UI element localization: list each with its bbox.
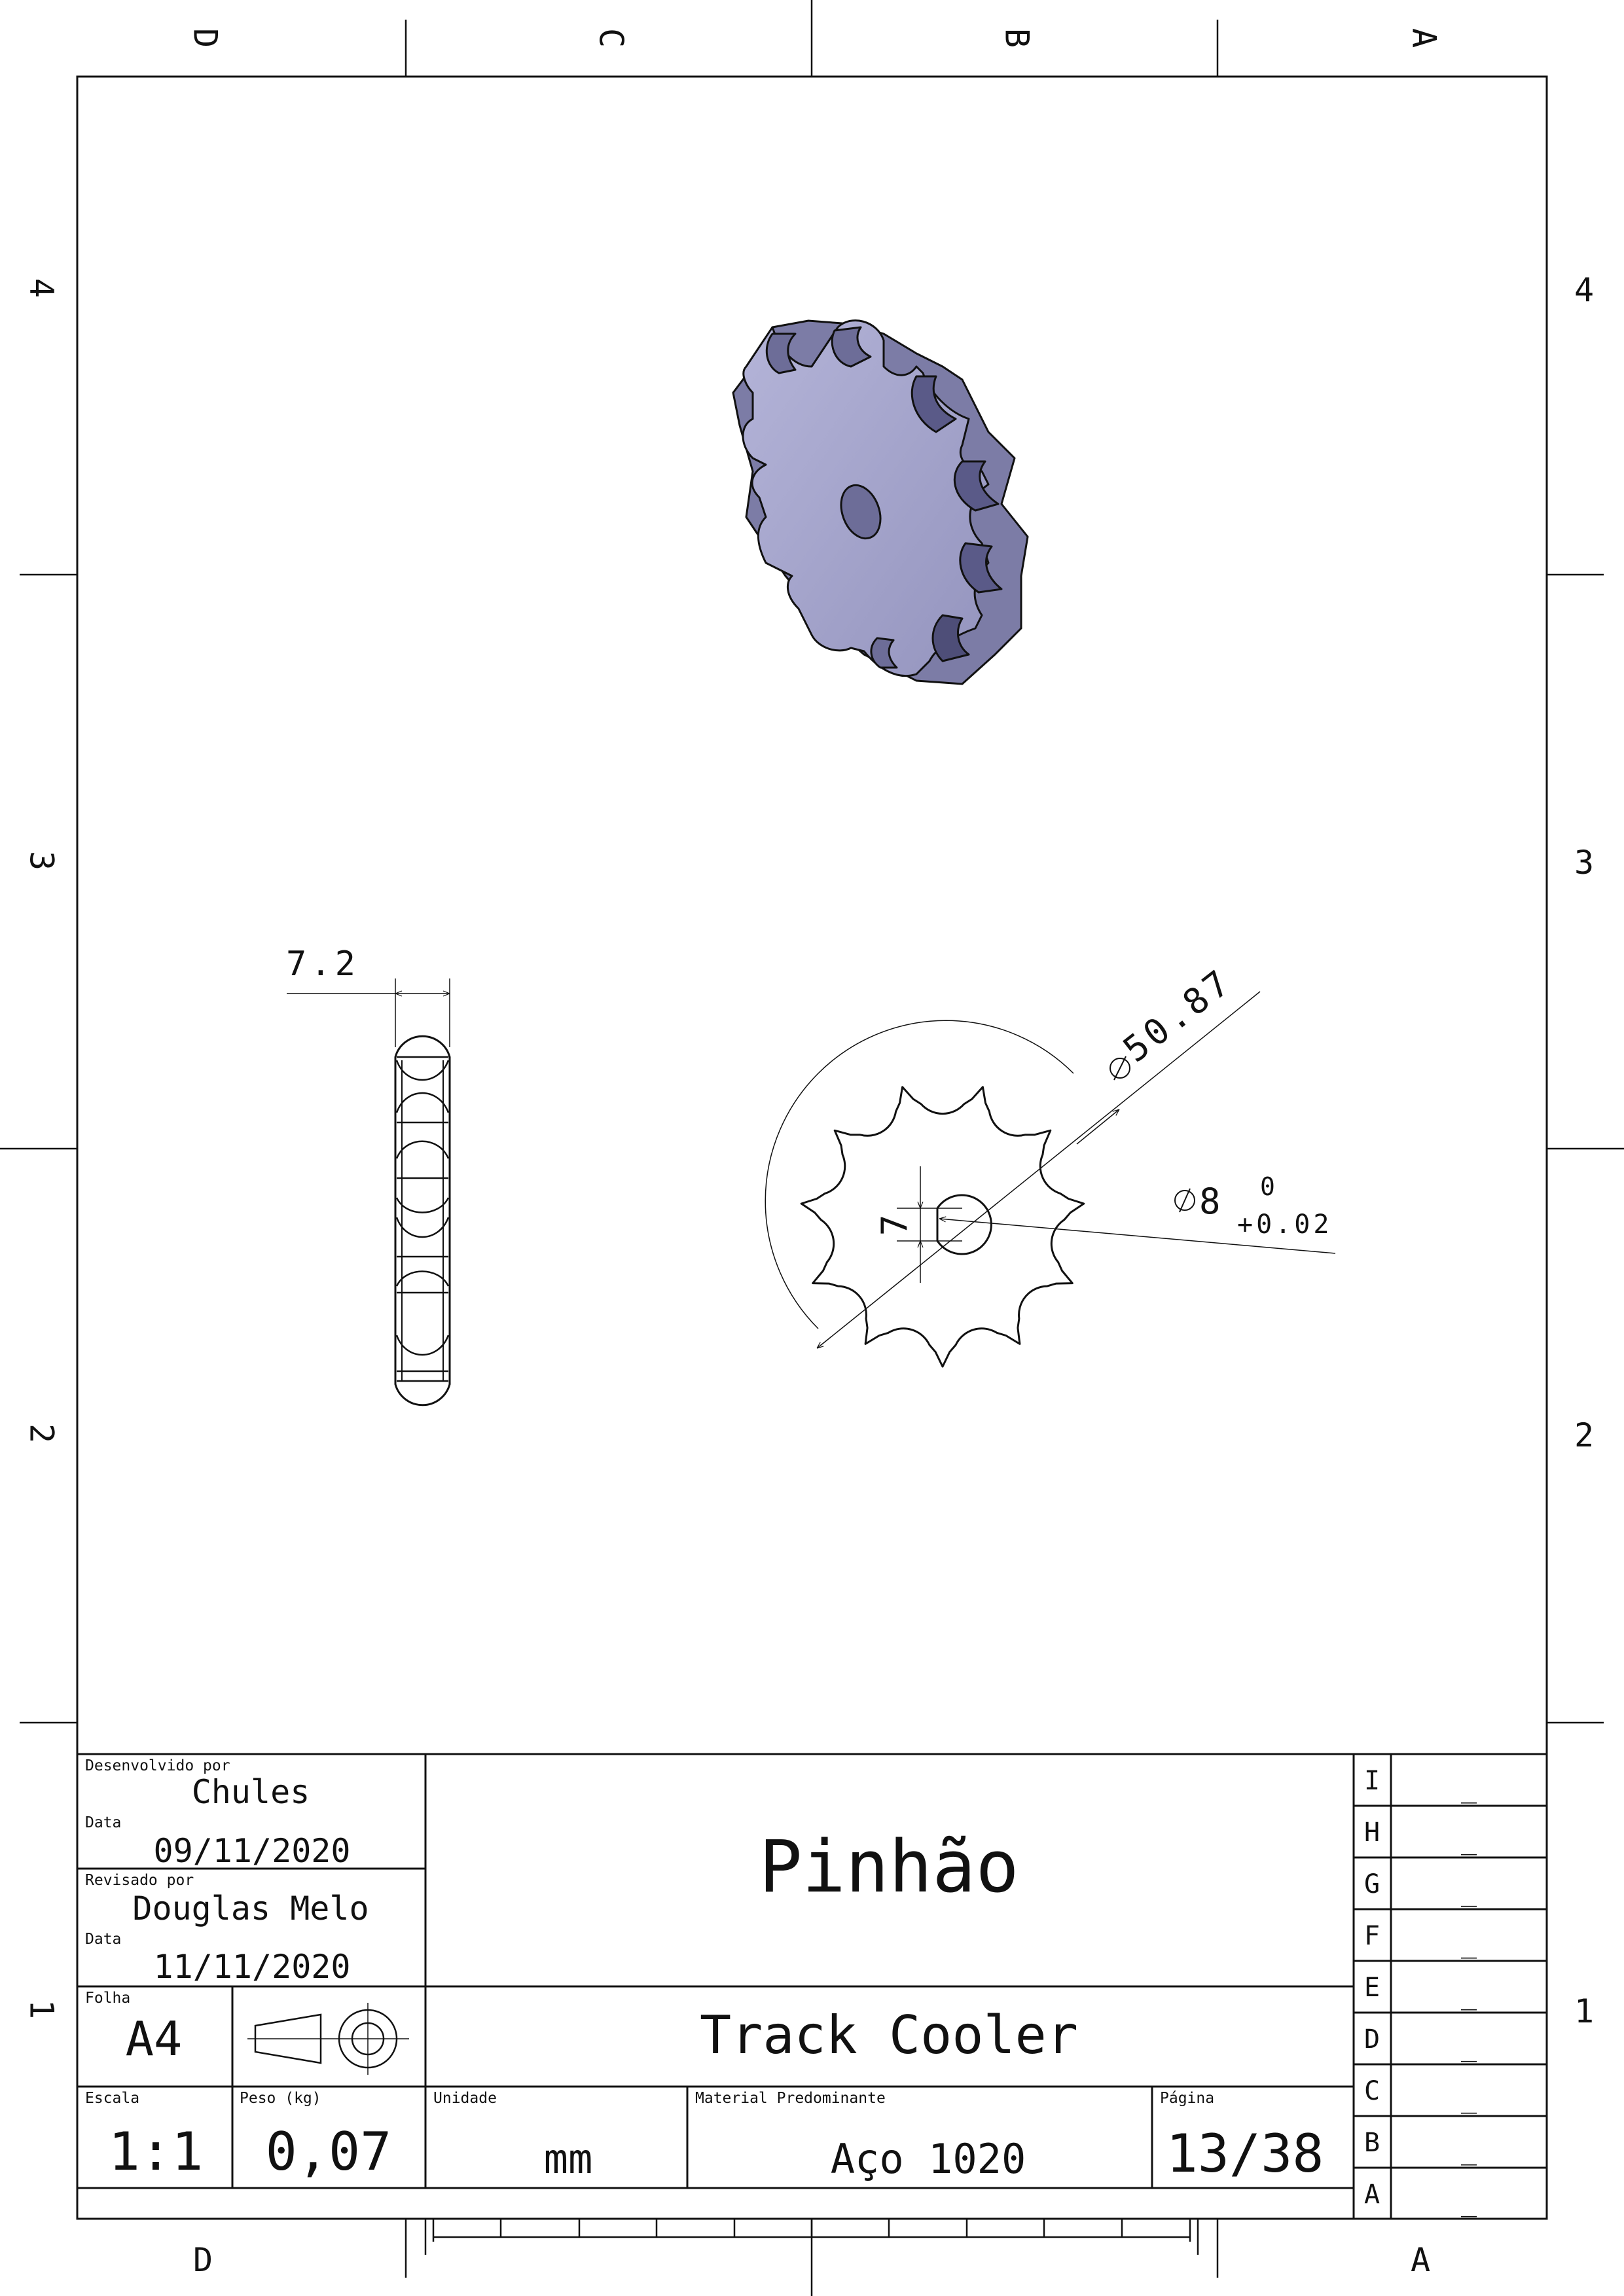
revision-letter: H [1364,1818,1380,1848]
zone-label-left-2: 2 [23,1424,61,1443]
zone-label-right-4: 4 [1574,271,1594,309]
revision-letter: F [1364,1921,1380,1951]
dim-thickness: 7.2 [286,944,359,984]
revision-table: I _ H _ G _ F _ E _ D _ C _ B _ A _ [1364,1766,1477,2217]
addendum-arc [765,1020,1074,1329]
revision-value: _ [1461,1929,1477,1959]
dim-outer-diameter: 50.87 [1115,960,1240,1070]
zone-label-top-b: B [998,28,1036,48]
drawing-title: Pinhão [759,1825,1019,1909]
iso-cup-3 [911,375,957,433]
title-block-text: Desenvolvido por Chules Data 09/11/2020 … [85,1757,1324,2184]
material-label: Material Predominante [695,2090,886,2107]
revision-value: _ [1461,2136,1477,2166]
weight-label: Peso (kg) [240,2090,321,2107]
zone-label-top-d: D [187,28,225,48]
front-view [765,991,1336,1368]
date1-label: Data [85,1814,121,1831]
iso-cup-1 [765,332,797,374]
zone-label-left-3: 3 [23,851,61,870]
project-name: Track Cooler [700,2005,1078,2066]
revision-value: _ [1461,2032,1477,2062]
dim-bore-tol-lower: +0.02 [1237,1210,1332,1240]
dim-bore-tol-upper: 0 [1260,1172,1275,1201]
material-value: Aço 1020 [831,2135,1026,2183]
zone-label-right-1: 1 [1574,1992,1594,2030]
revision-value: _ [1461,1774,1477,1804]
page-label: Página [1160,2090,1214,2107]
revision-value: _ [1461,2187,1477,2217]
weight-value: 0,07 [266,2121,392,2182]
scale-value: 1:1 [109,2121,204,2182]
revision-value: _ [1461,1981,1477,2011]
reviewed-by-value: Douglas Melo [132,1890,369,1928]
revision-value: _ [1461,1877,1477,1907]
iso-cup-5 [959,542,1003,594]
revision-letter: E [1364,1973,1380,2003]
unit-value: mm [544,2135,593,2183]
scale-bar [424,2219,1199,2255]
date2-value: 11/11/2020 [153,1948,350,1986]
revision-letter: C [1364,2076,1380,2106]
revision-letter: B [1364,2128,1380,2158]
zone-label-top-a: A [1405,28,1443,48]
sprocket-outline [800,1086,1085,1368]
revision-value: _ [1461,1825,1477,1856]
zone-label-left-1: 1 [23,2000,61,2019]
zone-label-bottom-d: D [193,2241,213,2279]
developed-by-value: Chules [192,1773,310,1811]
revision-letter: I [1364,1766,1380,1796]
date1-value: 09/11/2020 [153,1832,350,1870]
dim-bore-diameter: 8 [1199,1181,1221,1222]
unit-label: Unidade [433,2090,497,2107]
sheet-label: Folha [85,1990,130,2007]
zone-label-top-c: C [592,28,630,48]
dim-flat: 7 [874,1215,915,1236]
sheet-value: A4 [126,2011,183,2066]
iso-cup-2 [831,326,872,368]
page-value: 13/38 [1166,2123,1324,2184]
revision-value: _ [1461,2084,1477,2114]
iso-cup-4 [953,460,1000,512]
title-block-lines [77,1753,1547,2219]
side-outline [394,1035,451,1407]
zone-label-right-3: 3 [1574,844,1594,882]
revision-letter: G [1364,1869,1380,1899]
bore-outline [936,1194,992,1255]
projection-symbol-icon [247,2003,409,2075]
side-view [287,978,451,1407]
iso-bore [840,484,882,540]
revision-letter: A [1364,2179,1380,2210]
zone-label-bottom-a: A [1411,2241,1430,2279]
iso-cup-6 [931,614,970,662]
zone-labels: D C B A D A 4 3 2 1 4 3 2 1 [23,28,1595,2279]
isometric-view [732,319,1029,685]
reviewed-by-label: Revisado por [85,1872,194,1889]
scale-label: Escala [85,2090,139,2107]
date2-label: Data [85,1931,121,1948]
zone-label-left-4: 4 [23,278,61,298]
revision-letter: D [1364,2024,1380,2054]
zone-label-right-2: 2 [1574,1416,1594,1454]
developed-by-label: Desenvolvido por [85,1757,230,1774]
iso-cup-7 [870,637,898,669]
